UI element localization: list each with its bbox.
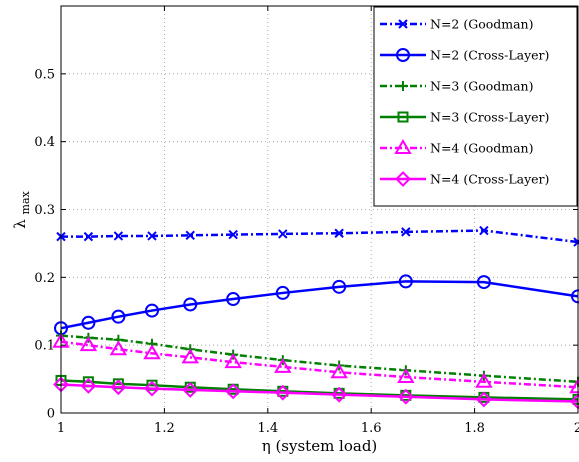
data-point [330, 363, 348, 379]
x-tick-label: 1.4 [257, 421, 278, 436]
data-point [111, 309, 126, 324]
data-point [224, 353, 242, 369]
data-point [225, 383, 242, 400]
legend-label: N=3 (Cross-Layer) [430, 110, 549, 125]
legend-item: N=2 (Goodman) [380, 17, 534, 32]
data-point [274, 357, 292, 373]
series-line [60, 334, 579, 384]
x-tick-label: 1.6 [361, 421, 382, 436]
data-point [185, 230, 195, 240]
legend-box [373, 6, 578, 207]
y-tick-label: 0.3 [34, 203, 55, 218]
legend-label: N=4 (Goodman) [430, 141, 534, 156]
data-point [143, 344, 161, 360]
svg-text:λ max: λ max [11, 190, 32, 228]
legend-label: N=4 (Cross-Layer) [430, 172, 549, 187]
ticks: 1 1.2 1.4 1.6 1.8 2 0 0.1 0.2 0.3 0.4 0.5 [34, 6, 579, 436]
x-tick-label: 1.8 [464, 421, 485, 436]
data-point [80, 377, 97, 394]
data-point [475, 372, 493, 388]
series-3 [56, 330, 579, 387]
data-point [228, 229, 238, 240]
data-point [476, 275, 491, 290]
y-tick-label: 0.2 [34, 271, 55, 286]
data-point [181, 348, 199, 364]
data-point [144, 380, 160, 397]
y-axis-label-sub: max [19, 190, 32, 214]
data-point [183, 297, 198, 312]
series-line [60, 340, 579, 389]
data-point [144, 303, 159, 318]
x-tick-label: 1.2 [154, 421, 175, 436]
legend-item: N=3 (Goodman) [380, 79, 534, 94]
data-point [110, 379, 127, 396]
legend-label: N=2 (Cross-Layer) [430, 48, 549, 63]
data-point [113, 231, 124, 241]
data-point [278, 229, 288, 239]
legend-marker [397, 111, 409, 123]
legend: N=2 (Goodman) N=2 (Cross-Layer) N=3 (Goodm… [373, 6, 578, 207]
data-point [147, 231, 157, 241]
x-tick-label: 2 [574, 421, 579, 436]
series-6 [53, 376, 579, 410]
data-point [401, 227, 411, 237]
legend-marker [396, 48, 410, 62]
y-axis-label-main: λ [11, 219, 29, 229]
data-point [397, 388, 414, 405]
data-point [475, 391, 492, 408]
legend-item: N=4 (Goodman) [380, 139, 534, 156]
y-axis-label: λ max [11, 190, 32, 228]
legend-marker [398, 19, 408, 29]
series-line [60, 280, 579, 330]
data-point [274, 384, 291, 401]
data-point [182, 382, 199, 398]
data-point [83, 231, 94, 242]
series-1 [56, 225, 579, 247]
data-point [79, 336, 98, 352]
data-point [81, 315, 96, 330]
series-line [60, 383, 579, 403]
x-axis-label: η (system load) [262, 437, 378, 455]
data-point [398, 274, 413, 289]
series-line [61, 229, 579, 244]
data-point [109, 340, 128, 356]
data-point [275, 285, 290, 300]
y-tick-label: 0 [47, 407, 55, 422]
data-point [226, 292, 241, 307]
data-point [479, 225, 489, 236]
legend-label: N=3 (Goodman) [430, 79, 534, 94]
data-point [332, 279, 347, 294]
legend-item: N=3 (Cross-Layer) [380, 110, 549, 125]
legend-marker [395, 171, 411, 187]
y-tick-label: 0.4 [34, 135, 55, 150]
data-point [331, 386, 348, 403]
y-tick-label: 0.1 [34, 339, 55, 354]
legend-item: N=4 (Cross-Layer) [380, 171, 549, 187]
legend-marker [398, 81, 408, 91]
y-tick-label: 0.5 [34, 67, 55, 82]
series-layer [52, 225, 579, 410]
x-tick-label: 1 [57, 421, 65, 436]
legend-item: N=2 (Cross-Layer) [380, 48, 549, 63]
series-5 [52, 332, 579, 394]
series-2 [54, 274, 579, 336]
data-point [397, 368, 415, 384]
legend-marker [394, 139, 412, 154]
series-line [60, 379, 579, 401]
data-point [334, 228, 344, 238]
legend-label: N=2 (Goodman) [430, 17, 534, 32]
